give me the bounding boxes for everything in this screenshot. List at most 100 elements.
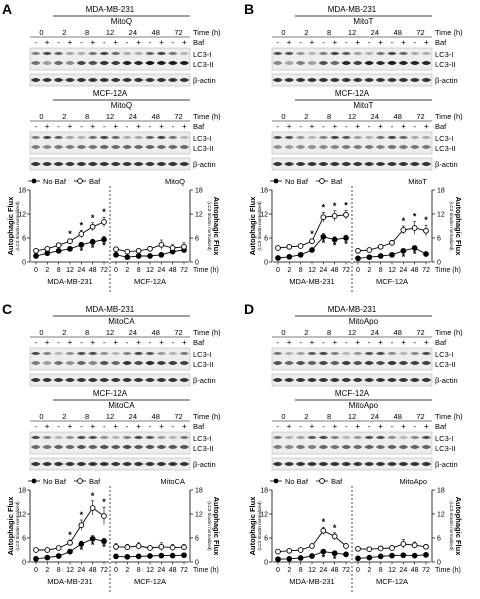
lc3-ii-band xyxy=(168,145,178,149)
lc3-i-band xyxy=(111,51,121,56)
actin-band xyxy=(364,162,375,166)
baf-label: Baf xyxy=(193,122,205,131)
lc3-i-band xyxy=(88,51,98,56)
lc3-ii-band xyxy=(421,361,431,365)
data-point-no-baf xyxy=(101,236,107,243)
baf-minus-sign: - xyxy=(276,122,279,131)
actin-band xyxy=(87,378,98,382)
data-point-no-baf xyxy=(275,556,281,563)
x-tick-label: 12 xyxy=(308,267,316,274)
lc3-i-band xyxy=(341,135,351,140)
baf-plus-sign: + xyxy=(159,422,164,431)
lc3-i-band xyxy=(421,435,431,440)
lc3-ii-band xyxy=(307,61,317,65)
cell-line-title: MCF-12A xyxy=(93,89,128,98)
baf-minus-sign: - xyxy=(80,338,83,347)
significance-star: * xyxy=(322,517,326,527)
data-point-no-baf xyxy=(366,554,373,561)
time-point-label: 2 xyxy=(304,28,308,37)
data-point-baf xyxy=(411,542,418,549)
panel-letter: B xyxy=(244,1,254,17)
chart-drug-label: MitoT xyxy=(408,177,427,186)
baf-plus-sign: + xyxy=(378,422,383,431)
lc3-ii-band xyxy=(53,445,64,449)
lc3-i-band xyxy=(295,51,306,56)
group-label: MCF-12A xyxy=(134,577,166,586)
legend-label-no-baf: No Baf xyxy=(43,477,67,486)
actin-band xyxy=(284,462,295,466)
baf-plus-sign: + xyxy=(182,122,187,131)
baf-plus-sign: + xyxy=(355,38,360,47)
data-point-no-baf xyxy=(89,535,96,542)
group-label: MCF-12A xyxy=(134,277,166,286)
data-point-no-baf xyxy=(286,555,293,562)
lc3-ii-band xyxy=(284,61,294,65)
y-tick-label-left: 18 xyxy=(18,488,26,495)
time-unit-label: Time (h) xyxy=(435,28,463,37)
lc3-i-band xyxy=(375,51,386,56)
drug-label: MitoT xyxy=(353,101,373,110)
lc3-i-band xyxy=(133,435,144,440)
lc3-ii-band xyxy=(31,145,41,149)
data-point-baf xyxy=(101,513,107,519)
lc3-ii-band xyxy=(273,445,283,449)
significance-star: * xyxy=(322,553,326,563)
data-point-no-baf xyxy=(286,253,293,260)
actin-band xyxy=(352,462,363,466)
data-point-baf xyxy=(423,543,429,550)
y-axis-sublabel-right: (LC3-II/actin normalized) xyxy=(449,201,454,251)
lc3-i-band xyxy=(156,351,167,356)
lc3-i-band xyxy=(53,435,64,440)
lc3-ii-band xyxy=(111,445,121,449)
cell-line-title: MCF-12A xyxy=(93,389,128,398)
lc3-i-band xyxy=(410,135,420,140)
actin-band xyxy=(341,162,352,166)
lc3-i-band xyxy=(307,351,317,356)
actin-band xyxy=(30,78,41,82)
data-point-baf xyxy=(275,245,281,251)
actin-band xyxy=(398,462,409,466)
x-tick-label: 24 xyxy=(319,567,327,574)
actin-band xyxy=(409,378,420,382)
lc3-ii-band xyxy=(53,145,64,149)
baf-plus-sign: + xyxy=(287,338,292,347)
time-unit-label: Time (h) xyxy=(193,112,221,121)
baf-plus-sign: + xyxy=(182,38,187,47)
y-axis-label-right: Autophagic Flux xyxy=(212,497,221,557)
baf-minus-sign: - xyxy=(149,38,152,47)
lc3-i-band xyxy=(421,351,431,356)
data-point-no-baf xyxy=(181,552,187,559)
lc3-i-band xyxy=(88,435,98,440)
lc3-i-band xyxy=(168,135,178,140)
baf-minus-sign: - xyxy=(126,38,129,47)
baf-plus-sign: + xyxy=(136,122,141,131)
significance-star: * xyxy=(102,497,106,507)
lc3-ii-band xyxy=(122,145,132,149)
lc3-i-band xyxy=(364,435,374,440)
data-point-baf xyxy=(169,544,176,551)
data-point-no-baf xyxy=(389,251,395,258)
data-point-no-baf xyxy=(400,247,407,254)
y-tick-label-right: 12 xyxy=(437,512,445,519)
x-tick-label: 24 xyxy=(77,567,85,574)
baf-minus-sign: - xyxy=(80,38,83,47)
y-tick-label-right: 18 xyxy=(437,488,445,495)
baf-plus-sign: + xyxy=(182,422,187,431)
time-point-label: 24 xyxy=(371,328,379,337)
actin-band xyxy=(421,162,432,166)
lc3-i-band xyxy=(398,435,409,440)
lc3-ii-band xyxy=(307,145,317,149)
data-point-no-baf xyxy=(400,552,407,559)
lc3-ii-band xyxy=(295,361,306,365)
actin-band xyxy=(387,462,397,466)
lc3-i-band xyxy=(364,51,374,56)
actin-blot-strip xyxy=(29,373,191,387)
lc3-i-band xyxy=(410,51,420,56)
y-axis-sublabel-left: (LC3-II/actin normalized) xyxy=(15,201,20,251)
lc3-i-band xyxy=(330,435,340,440)
time-point-label: 24 xyxy=(129,328,137,337)
actin-band xyxy=(375,378,386,382)
lc3-ii-band xyxy=(156,361,167,365)
x-tick-label: 2 xyxy=(45,267,49,274)
